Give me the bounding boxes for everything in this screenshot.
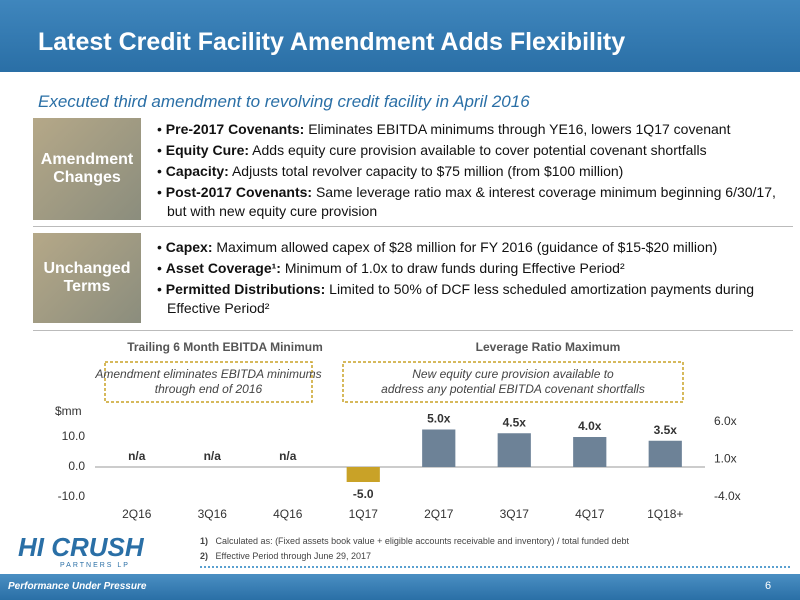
header-bar	[0, 0, 800, 72]
dotted-rule	[200, 566, 790, 568]
bullet-text: Eliminates EBITDA minimums through YE16,…	[308, 121, 731, 137]
bar	[573, 437, 607, 467]
value-label: n/a	[128, 449, 146, 463]
bar	[648, 440, 682, 467]
footnote: 1) Calculated as: (Fixed assets book val…	[200, 536, 629, 546]
bullet-text: Minimum of 1.0x to draw funds during Eff…	[284, 260, 625, 276]
annotation-box	[342, 361, 684, 403]
annotation-box	[104, 361, 313, 403]
y2-tick-label: -4.0x	[714, 489, 741, 503]
bullet-bold: Pre-2017 Covenants:	[165, 121, 305, 137]
axis-label: $mm	[55, 404, 82, 418]
separator	[33, 330, 793, 331]
section-label: Amendment Changes	[33, 118, 141, 220]
page-number: 6	[765, 580, 772, 592]
bullet-list: • Pre-2017 Covenants: Eliminates EBITDA …	[155, 120, 795, 223]
series-header: Trailing 6 Month EBITDA Minimum	[127, 340, 323, 354]
annotation: New equity cure provision available to ad…	[381, 367, 645, 396]
value-label: -5.0	[353, 487, 374, 501]
separator	[33, 226, 793, 227]
bar	[497, 433, 531, 467]
bullet: • Equity Cure: Adds equity cure provisio…	[157, 142, 707, 158]
bullet-bold: Asset Coverage¹:	[165, 260, 281, 276]
bullet: • Permitted Distributions: Limited to 50…	[157, 281, 755, 316]
x-tick-label: 3Q16	[198, 507, 228, 521]
logo-sub: PARTNERS LP	[60, 562, 130, 569]
y-tick-label: -10.0	[58, 489, 86, 503]
x-tick-label: 1Q18+	[647, 507, 683, 521]
x-tick-label: 1Q17	[349, 507, 379, 521]
tagline: Performance Under Pressure	[8, 581, 147, 592]
value-label: n/a	[204, 449, 222, 463]
footnote-num: 2)	[200, 551, 209, 561]
bullet: • Asset Coverage¹: Minimum of 1.0x to dr…	[157, 260, 625, 276]
footnote-text: Calculated as: (Fixed assets book value …	[215, 536, 630, 546]
x-tick-label: 4Q17	[575, 507, 605, 521]
x-tick-label: 2Q17	[424, 507, 454, 521]
bullet: • Pre-2017 Covenants: Eliminates EBITDA …	[157, 121, 731, 137]
footnote-num: 1)	[200, 536, 209, 546]
value-label: n/a	[279, 449, 297, 463]
bullet: • Capacity: Adjusts total revolver capac…	[157, 163, 624, 179]
subtitle: Executed third amendment to revolving cr…	[38, 92, 530, 111]
bullet-text: Same leverage ratio max & interest cover…	[167, 184, 776, 219]
bar	[346, 467, 380, 482]
logo: HI CRUSH	[18, 532, 144, 562]
bullet-list: • Capex: Maximum allowed capex of $28 mi…	[155, 238, 795, 320]
section-label: Unchanged Terms	[33, 233, 141, 323]
bar	[422, 429, 456, 467]
bullet: • Post-2017 Covenants: Same leverage rat…	[157, 184, 776, 219]
value-label: 5.0x	[427, 412, 451, 426]
value-label: 4.5x	[503, 415, 527, 429]
y2-tick-label: 1.0x	[714, 452, 737, 466]
y2-tick-label: 6.0x	[714, 414, 737, 428]
x-tick-label: 3Q17	[500, 507, 530, 521]
bullet-bold: Capex:	[165, 239, 213, 255]
bullet-text: Adjusts total revolver capacity to $75 m…	[231, 163, 624, 179]
x-tick-label: 2Q16	[122, 507, 152, 521]
bullet-text: Limited to 50% of DCF less scheduled amo…	[167, 281, 755, 316]
bullet-bold: Capacity:	[165, 163, 229, 179]
series-header: Leverage Ratio Maximum	[476, 340, 621, 354]
footnote-text: Effective Period through June 29, 2017	[215, 551, 371, 561]
bullet: • Capex: Maximum allowed capex of $28 mi…	[157, 239, 718, 255]
y-tick-label: 0.0	[68, 459, 85, 473]
x-tick-label: 4Q16	[273, 507, 303, 521]
value-label: 4.0x	[578, 419, 602, 433]
footer-bar	[0, 574, 800, 600]
footnote: 2) Effective Period through June 29, 201…	[200, 551, 371, 561]
title: Latest Credit Facility Amendment Adds Fl…	[38, 28, 626, 56]
value-label: 3.5x	[654, 423, 678, 437]
annotation: Amendment eliminates EBITDA minimums thro…	[94, 367, 321, 396]
bullet-bold: Equity Cure:	[165, 142, 250, 158]
bullet-text: Maximum allowed capex of $28 million for…	[216, 239, 718, 255]
bullet-bold: Post-2017 Covenants:	[165, 184, 313, 200]
bullet-bold: Permitted Distributions:	[165, 281, 326, 297]
y-tick-label: 10.0	[62, 429, 86, 443]
bullet-text: Adds equity cure provision available to …	[252, 142, 707, 158]
